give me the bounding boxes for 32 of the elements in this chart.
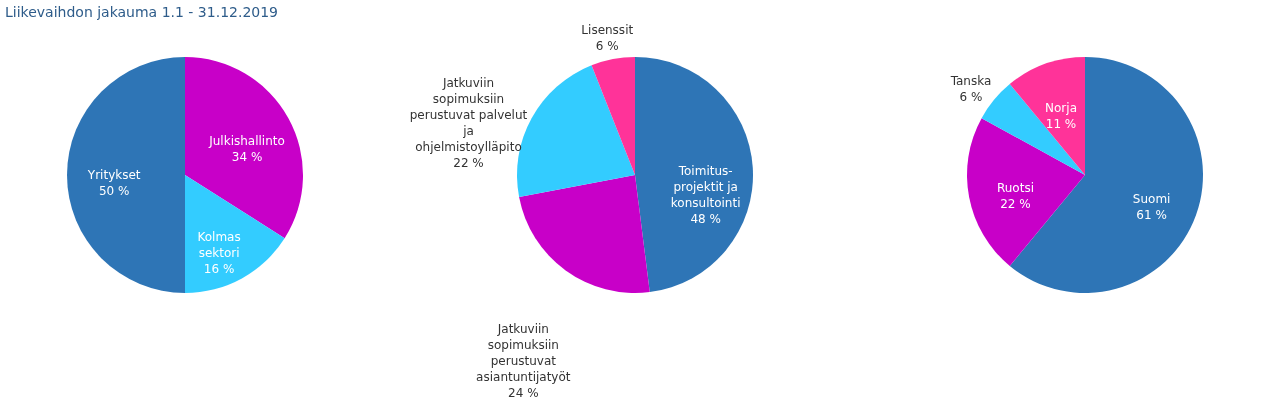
data-label: 6 % — [595, 38, 619, 53]
data-label: 24 % — [508, 385, 539, 400]
slice-label: Suomi — [1132, 191, 1171, 206]
slice-label: Lisenssit — [581, 22, 634, 37]
pie-slice — [519, 175, 650, 293]
slice-label: Jatkuviin sopimuksiin perustuvat asiantuntijatyöt — [476, 321, 571, 384]
pie-slice — [981, 84, 1085, 175]
data-label: 16 % — [203, 262, 235, 277]
slice-label: Yritykset — [86, 168, 141, 182]
data-label: 22 % — [453, 156, 484, 171]
data-label: 6 % — [959, 89, 983, 104]
pie-slice — [67, 57, 185, 293]
pie-slice — [1009, 57, 1085, 175]
data-label: 22 % — [1000, 197, 1031, 212]
pie-slice — [185, 175, 285, 293]
slice-label: Kolmas sektori — [197, 230, 241, 261]
data-label: 61 % — [1136, 207, 1167, 222]
slice-label: Julkishallinto — [208, 133, 285, 148]
slice-label: Norja — [1045, 101, 1077, 116]
data-label: 50 % — [98, 184, 130, 198]
data-label: 34 % — [231, 149, 263, 164]
chart-title: Liikevaihdon jakauma 1.1 - 31.12.2019 — [5, 3, 279, 20]
slice-label: Toimitus-projektit ja konsultointi — [670, 163, 741, 210]
slice-label: Tanska — [949, 73, 992, 88]
pie-slice — [185, 57, 303, 239]
slice-label: Ruotsi — [996, 181, 1034, 196]
pie-slice — [635, 57, 753, 293]
data-label: 48 % — [690, 211, 721, 226]
pie-slice — [967, 118, 1085, 266]
slice-label: Jatkuviin sopimuksiin perustuvat palvelut ja ohjelmistoylläpito — [409, 76, 528, 155]
data-label: 11 % — [1045, 117, 1077, 132]
pie-slice — [591, 57, 635, 175]
